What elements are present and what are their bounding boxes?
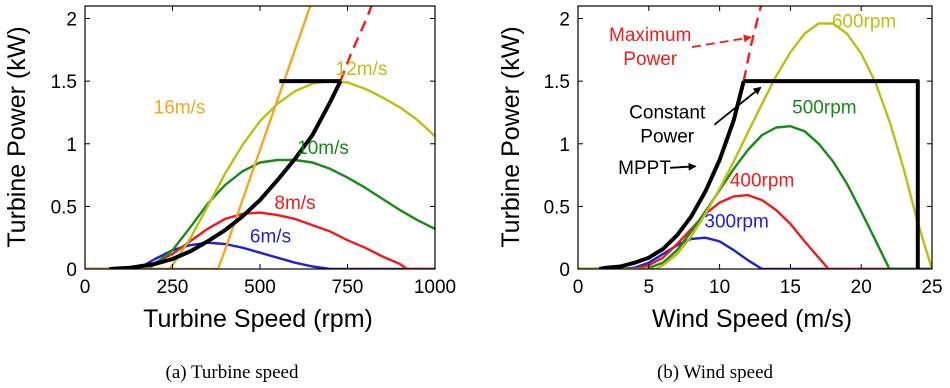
- x-tick-label: 0: [80, 277, 91, 298]
- caption-b: (b) Wind speed: [657, 362, 774, 383]
- x-axis-label-b: Wind Speed (m/s): [652, 305, 852, 333]
- y-tick-label: 2: [559, 10, 570, 31]
- x-tick-label: 500: [244, 277, 276, 298]
- caption-a: (a) Turbine speed: [166, 362, 299, 383]
- series-line-maximum-power: [742, 6, 763, 82]
- y-tick-label: 1.5: [51, 72, 77, 93]
- series-line-16m-s: [85, 6, 312, 269]
- series-line-mppt: [598, 80, 746, 269]
- x-tick-label: 750: [332, 277, 364, 298]
- tick-group-b: 0 5 10 15 20 25 0 0.5 1 1.5 2: [544, 6, 943, 298]
- y-tick-label: 2: [66, 10, 77, 31]
- y-tick-label: 1: [559, 135, 570, 156]
- y-tick-label: 0: [66, 260, 77, 281]
- y-tick-label: 1.5: [544, 72, 570, 93]
- plot-area-b: [578, 6, 932, 269]
- x-axis-label-a: Turbine Speed (rpm): [143, 305, 373, 333]
- series-line-mppt: [109, 80, 343, 269]
- annotation-constant-power: Constant Power: [629, 103, 706, 148]
- tick-group-a: 0 250 500 750 1000 0 0.5 1 1.5 2: [51, 6, 456, 298]
- x-tick-label: 10: [709, 277, 730, 298]
- series-line-8m-s: [85, 211, 435, 269]
- series-label-6m-s: 6m/s: [250, 227, 291, 248]
- chart-panel-a: 0 250 500 750 1000 0 0.5 1 1.5 2 6m/s 8m/s 10m/s 12m…: [3, 5, 456, 383]
- series-label-300rpm: 300rpm: [704, 212, 768, 233]
- x-tick-label: 25: [921, 277, 942, 298]
- series-label-600rpm: 600rpm: [832, 11, 896, 32]
- axes-frame-b: [577, 5, 933, 270]
- annotation-maximum-power: Maximum Power: [609, 25, 691, 70]
- series-line-constant-power: [743, 79, 920, 269]
- series-line-600rpm: [578, 22, 932, 269]
- y-axis-label-a: Turbine Power (kW): [3, 26, 31, 247]
- series-line-6m-s: [85, 241, 435, 269]
- series-labels-a: 6m/s 8m/s 10m/s 12m/s 16m/s: [154, 59, 388, 248]
- chart-panel-b: 0 5 10 15 20 25 0 0.5 1 1.5 2 300rpm 400rpm 500rpm 60…: [497, 5, 943, 383]
- y-tick-label: 0.5: [51, 197, 77, 218]
- series-line-500rpm: [578, 125, 932, 269]
- series-label-12m-s: 12m/s: [336, 59, 388, 80]
- series-label-16m-s: 16m/s: [154, 98, 206, 119]
- x-tick-label: 250: [157, 277, 189, 298]
- series-labels-b: 300rpm 400rpm 500rpm 600rpm: [704, 11, 896, 232]
- annotation-arrow-constant-power: [713, 86, 762, 126]
- x-tick-label: 1000: [414, 277, 456, 298]
- series-line-300rpm: [578, 236, 932, 269]
- y-axis-label-b: Turbine Power (kW): [497, 26, 525, 247]
- x-tick-label: 0: [573, 277, 584, 298]
- series-label-10m-s: 10m/s: [297, 138, 349, 159]
- annotation-arrow-mppt: [670, 162, 697, 171]
- x-tick-label: 15: [780, 277, 801, 298]
- x-tick-label: 5: [644, 277, 655, 298]
- y-tick-label: 0.5: [544, 197, 570, 218]
- series-label-8m-s: 8m/s: [274, 193, 315, 214]
- y-tick-label: 1: [66, 135, 77, 156]
- series-line-12m-s: [85, 79, 435, 269]
- y-tick-label: 0: [559, 260, 570, 281]
- series-label-500rpm: 500rpm: [792, 98, 856, 119]
- plot-area-a: [85, 6, 435, 269]
- annotations-b: Maximum Power Constant Power MPPT: [609, 25, 762, 179]
- x-tick-label: 20: [851, 277, 872, 298]
- annotation-arrow-maximum-power: [691, 34, 752, 48]
- series-line-maximum-power: [339, 6, 373, 82]
- series-label-400rpm: 400rpm: [730, 170, 794, 191]
- series-line-400rpm: [578, 193, 932, 269]
- series-line-10m-s: [85, 158, 435, 269]
- annotation-mppt: MPPT: [618, 158, 671, 179]
